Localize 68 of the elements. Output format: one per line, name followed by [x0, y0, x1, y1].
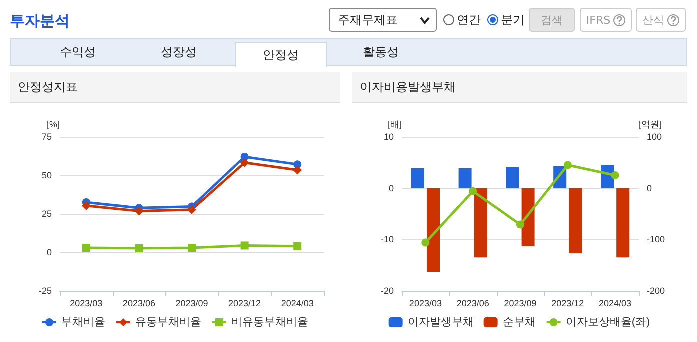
point [516, 220, 524, 229]
chart-title: 안정성지표 [10, 72, 340, 103]
legend-label: 순부채 [502, 316, 536, 328]
text: 연간 [457, 12, 481, 28]
y-tick-label: -20 [380, 286, 394, 296]
y2-axis-title: [억원] [639, 120, 662, 130]
bar [474, 188, 488, 258]
x-tick-label: 2023/06 [122, 298, 156, 308]
point [422, 238, 430, 247]
bar [506, 167, 520, 188]
point [293, 166, 302, 175]
y-axis-title: [%] [46, 120, 60, 130]
x-tick-label: 2023/09 [504, 298, 537, 308]
x-tick-label: 2023/03 [70, 298, 103, 308]
point [188, 244, 196, 252]
point [294, 242, 302, 250]
bar [411, 168, 424, 188]
text: 산식 [642, 12, 664, 28]
text: IFRS [586, 14, 611, 26]
legend-label: 유동부채비율 [136, 316, 202, 328]
x-tick-label: 2023/03 [409, 298, 442, 308]
text: 성장성 [160, 44, 198, 61]
x-tick-label: 2024/03 [599, 298, 632, 308]
x-tick-label: 2023/12 [552, 298, 584, 308]
text: 수익성 [59, 44, 97, 61]
legend-label: 부채비율 [62, 316, 106, 328]
text: 투자분석 [10, 12, 70, 31]
y2-tick-label: 0 [647, 183, 652, 194]
y-tick-label: 50 [42, 170, 52, 180]
point [134, 206, 144, 216]
text: 안정성 [235, 42, 327, 67]
text: 검색 [541, 12, 563, 28]
chart-title: 이자비용발생부채 [352, 72, 687, 103]
x-tick-label: 2024/03 [281, 298, 314, 308]
bar [522, 188, 535, 246]
point [611, 172, 620, 180]
y-tick-label: 0 [46, 248, 52, 258]
bar [616, 188, 630, 258]
bar [427, 188, 440, 272]
point [240, 158, 250, 168]
x-tick-label: 2023/06 [456, 298, 490, 308]
text: 주재무제표 [329, 8, 437, 32]
legend-label: 이자보상배율(좌) [566, 316, 650, 328]
point [82, 201, 91, 210]
y2-tick-label: -200 [647, 286, 666, 296]
y2-tick-label: -100 [647, 234, 666, 245]
text: 활동성 [362, 44, 400, 61]
y-axis-title: [배] [388, 120, 402, 130]
y-tick-label: 75 [42, 132, 52, 142]
y-tick-label: 0 [388, 183, 394, 194]
y-tick-label: -25 [38, 286, 52, 296]
y-tick-label: 10 [384, 132, 394, 142]
point [135, 244, 144, 252]
point [564, 161, 572, 170]
text: 분기 [501, 12, 525, 28]
y2-tick-label: 100 [647, 132, 662, 142]
point [82, 244, 90, 252]
legend-label: 비유동부채비율 [232, 316, 308, 328]
point [240, 242, 249, 250]
x-tick-label: 2023/12 [228, 298, 262, 308]
bar [458, 168, 472, 188]
y-tick-label: -10 [380, 234, 394, 245]
x-tick-label: 2023/09 [176, 298, 208, 308]
legend-label: 이자발생부채 [408, 316, 474, 328]
bar [569, 188, 582, 254]
point [188, 205, 196, 214]
point [469, 187, 478, 196]
y-tick-label: 25 [42, 209, 52, 219]
